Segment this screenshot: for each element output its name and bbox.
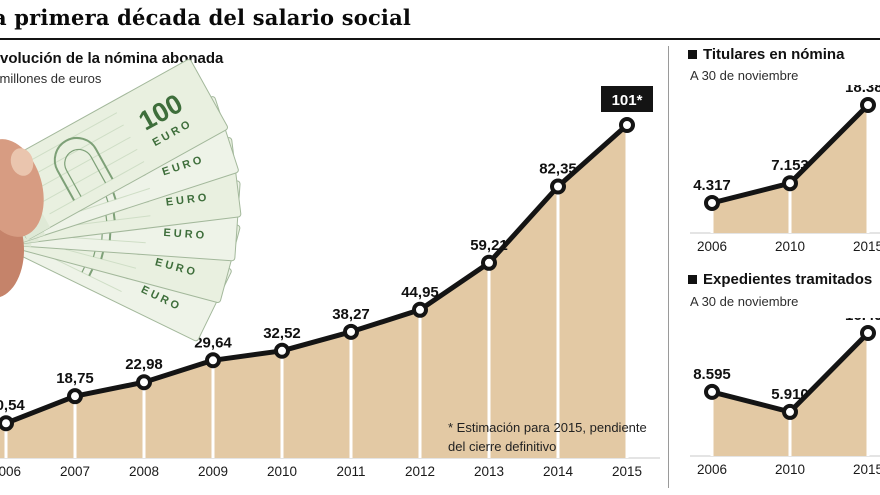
value-label: 22,98	[125, 356, 163, 373]
banknote-arch	[53, 137, 114, 201]
data-point-marker	[782, 175, 798, 192]
euro-banknotes-image: 100EURO100EURO100EURO100EURO100EURO100EU…	[0, 59, 242, 342]
value-label: 7.153	[771, 157, 809, 174]
main-area-chart: 10,54 18,75 22,98 29,64 32,52 38,27 44,95 59,21…	[0, 86, 660, 479]
axis-year-label: 2012	[405, 464, 435, 479]
data-point-marker	[205, 352, 221, 369]
axis-year-label: 2010	[267, 464, 297, 479]
banknote-line	[42, 148, 138, 203]
data-point-marker	[550, 178, 566, 195]
axis-year-label: 2006	[697, 239, 727, 254]
banknote-line	[28, 124, 124, 178]
value-label: 8.595	[693, 366, 731, 383]
value-label: 5.910	[771, 386, 809, 403]
value-label: 38,27	[332, 306, 370, 323]
titulares-subheader: A 30 de noviembre	[690, 68, 799, 83]
titulares-header-label: Titulares en nómina	[703, 46, 845, 63]
value-label: 32,52	[263, 325, 301, 342]
value-label: 101*	[612, 92, 643, 109]
footnote-line2: del cierre definitivo	[448, 438, 557, 454]
thumb-nail	[10, 148, 34, 176]
main-chart-header-label: Evolución de la nómina abonada	[0, 50, 224, 67]
value-label: 10,54	[0, 397, 25, 414]
axis-year-label: 2015	[612, 464, 642, 479]
banknote-arch-inner	[64, 148, 107, 197]
data-point-marker	[860, 97, 876, 113]
expedientes-header-label: Expedientes tramitados	[703, 271, 873, 288]
axis-year-label: 2015	[853, 462, 880, 477]
banknote-currency: EURO	[165, 191, 210, 208]
data-point-marker	[481, 254, 497, 271]
axis-year-label: 2009	[198, 464, 228, 479]
value-label: 18,75	[56, 370, 94, 387]
data-point-marker	[860, 325, 876, 341]
titulares-header: Titulares en nómina	[688, 46, 844, 63]
axis-year-label: 2014	[543, 464, 574, 479]
axis-year-label: 2006	[697, 462, 727, 477]
area-fill	[712, 333, 868, 456]
data-point-marker	[136, 374, 152, 391]
data-point-marker	[704, 194, 720, 211]
area-fill	[0, 125, 627, 458]
axis-year-label: 2010	[775, 239, 805, 254]
data-point-marker	[704, 383, 720, 400]
axis-year-label: 2006	[0, 464, 21, 479]
title-rule	[0, 38, 880, 40]
data-point-marker	[412, 301, 428, 318]
page-title: La primera década del salario social	[0, 5, 412, 30]
vertical-divider	[668, 46, 669, 488]
banknote-line	[49, 161, 145, 215]
expedientes-subheader: A 30 de noviembre	[690, 294, 799, 309]
axis-year-label: 2013	[474, 464, 504, 479]
footnote-line1: * Estimación para 2015, pendiente	[448, 420, 647, 435]
banknote-currency: EURO	[163, 227, 208, 242]
expedientes-header: Expedientes tramitados	[688, 271, 872, 288]
value-label: 29,64	[194, 334, 232, 351]
main-chart-subheader: En millones de euros	[0, 71, 102, 86]
axis-year-label: 2007	[60, 464, 90, 479]
value-label: 16.494	[845, 318, 880, 324]
value-label: 18.388	[845, 85, 880, 96]
data-point-marker	[274, 342, 290, 359]
estimation-footnote: * Estimación para 2015, pendiente del ci…	[448, 419, 647, 457]
main-chart-header: Evolución de la nómina abonada	[0, 50, 223, 67]
square-bullet-icon	[688, 50, 697, 59]
axis-year-label: 2011	[336, 464, 365, 479]
value-label: 82,35	[539, 160, 577, 177]
value-label: 59,21	[470, 237, 508, 254]
data-point-marker	[0, 415, 14, 432]
titulares-area-chart: 4.317 7.153 18.388 2006 2010 2015	[690, 85, 880, 254]
value-label: 44,95	[401, 284, 439, 301]
axis-year-label: 2015	[853, 239, 880, 254]
data-point-marker	[343, 323, 359, 340]
estimate-badge	[601, 86, 653, 112]
data-point-marker	[67, 388, 83, 405]
data-point-marker	[782, 403, 798, 420]
area-fill	[712, 105, 868, 233]
axis-year-label: 2008	[129, 464, 159, 479]
banknote-line	[35, 136, 131, 190]
expedientes-area-chart: 8.595 5.910 16.494 2006 2010 2015	[690, 318, 880, 477]
value-label: 4.317	[693, 177, 731, 194]
data-point-marker	[619, 117, 635, 133]
square-bullet-icon	[688, 275, 697, 284]
axis-year-label: 2010	[775, 462, 805, 477]
